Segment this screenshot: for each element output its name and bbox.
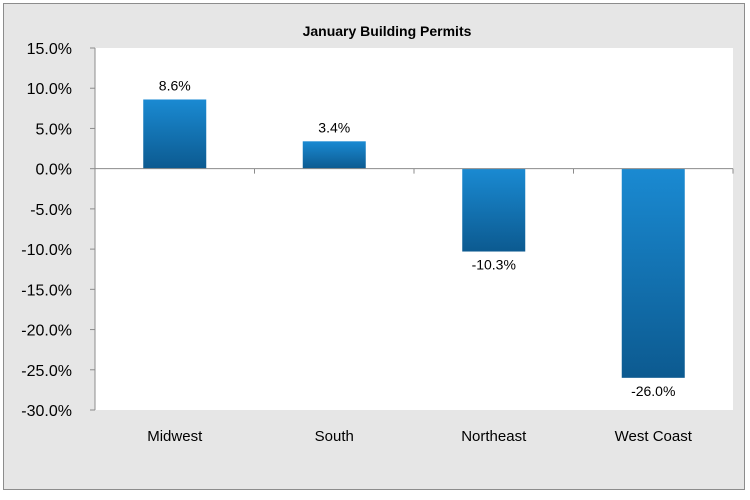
y-tick-label: -15.0% [21,282,72,299]
bar-northeast [462,168,526,252]
x-tick-label: Midwest [147,428,203,445]
x-tick-label: South [315,428,354,445]
x-tick-label: Northeast [461,428,527,445]
bar-west-coast [621,168,685,378]
y-tick-label: 15.0% [27,41,72,58]
data-label: -26.0% [631,383,675,399]
y-tick-label: 5.0% [36,121,72,138]
y-tick-label: -30.0% [21,403,72,420]
y-tick-label: 0.0% [36,162,72,179]
data-label: 8.6% [159,77,191,93]
y-tick-label: -20.0% [21,323,72,340]
y-tick-label: -25.0% [21,363,72,380]
y-tick-label: 10.0% [27,81,72,98]
data-label: -10.3% [472,257,516,273]
x-tick-label: West Coast [615,428,693,445]
bar-south [302,141,366,169]
data-label: 3.4% [318,119,350,135]
y-tick-label: -5.0% [30,202,72,219]
bar-midwest [143,99,207,169]
chart-title: January Building Permits [303,23,472,39]
y-tick-label: -10.0% [21,242,72,259]
